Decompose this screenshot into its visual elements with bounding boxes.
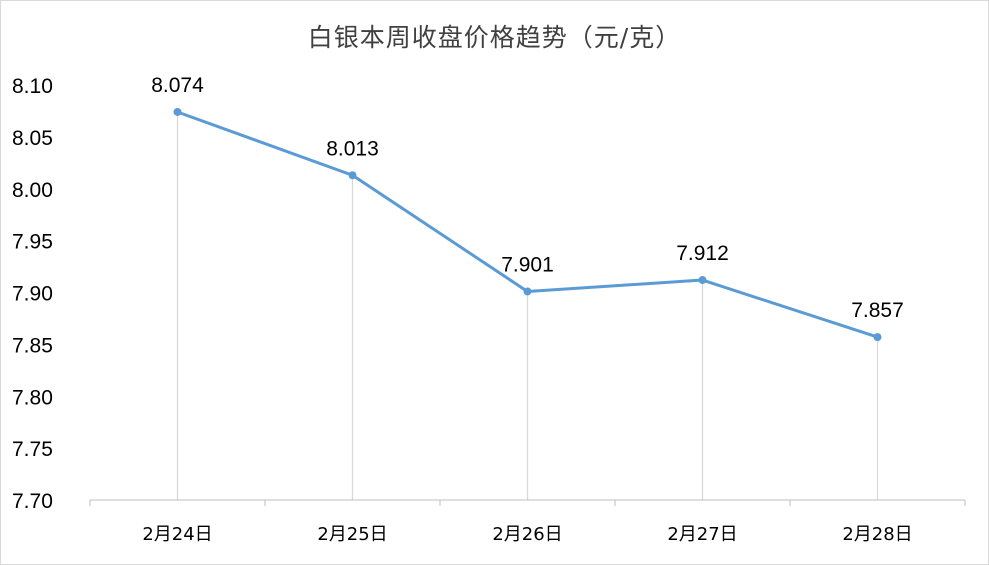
- x-tick-label: 2月28日: [842, 524, 912, 545]
- y-tick-label: 8.05: [12, 127, 53, 150]
- data-point: [523, 287, 532, 296]
- y-tick-label: 7.70: [12, 490, 53, 513]
- data-labels: 8.074 8.013 7.901 7.912 7.857: [151, 74, 904, 322]
- y-tick-label: 8.00: [12, 179, 53, 202]
- drop-lines: [176, 111, 879, 500]
- data-label: 8.074: [151, 74, 204, 97]
- data-point: [348, 171, 357, 180]
- data-label: 7.912: [676, 242, 729, 265]
- x-tick-label: 2月26日: [492, 524, 562, 545]
- x-tick-label: 2月24日: [142, 524, 212, 545]
- data-label: 7.857: [851, 299, 904, 322]
- series-group: [173, 107, 882, 342]
- y-tick-label: 7.80: [12, 386, 53, 409]
- chart-title: 白银本周收盘价格趋势（元/克）: [307, 23, 682, 52]
- x-tick-label: 2月27日: [667, 524, 737, 545]
- y-axis: 7.70 7.75 7.80 7.85 7.90 7.95 8.00 8.05 8.10: [12, 75, 53, 513]
- y-tick-label: 7.75: [12, 438, 53, 461]
- y-tick-label: 7.90: [12, 283, 53, 306]
- data-point: [173, 107, 182, 116]
- data-label: 8.013: [326, 137, 379, 160]
- data-label: 7.901: [501, 253, 554, 276]
- x-tick-label: 2月25日: [317, 524, 387, 545]
- y-tick-label: 8.10: [12, 75, 53, 98]
- data-point: [873, 333, 882, 342]
- y-tick-label: 7.95: [12, 231, 53, 254]
- x-axis: 2月24日 2月25日 2月26日 2月27日 2月28日: [89, 499, 966, 545]
- y-tick-label: 7.85: [12, 334, 53, 357]
- data-point: [698, 276, 707, 285]
